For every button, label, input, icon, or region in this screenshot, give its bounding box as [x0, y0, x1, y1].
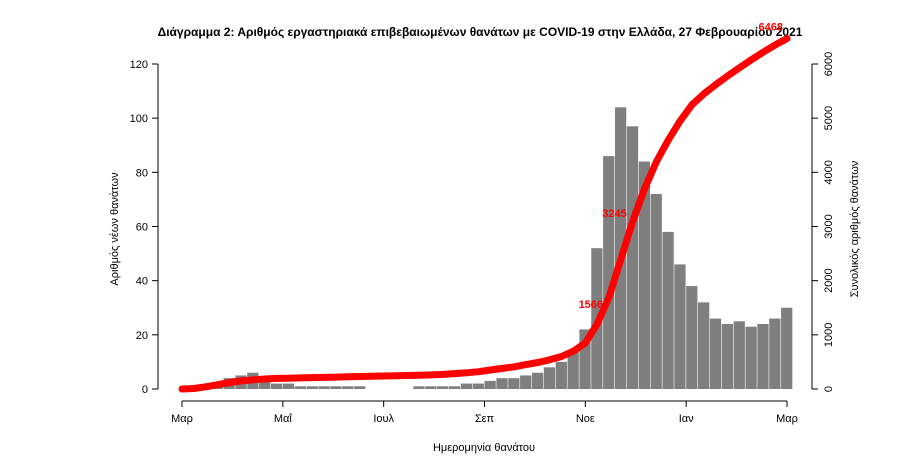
bar — [769, 318, 781, 389]
bar — [614, 107, 627, 389]
bar — [781, 307, 793, 389]
bar — [354, 386, 366, 389]
bar — [567, 351, 579, 389]
right-axis: 0 1000 2000 3000 4000 5000 6000 — [811, 52, 835, 392]
x-tick-label: Ιουλ — [373, 413, 394, 425]
bar — [745, 326, 757, 389]
bar — [508, 378, 520, 389]
bar — [709, 318, 722, 389]
cumulative-series — [178, 35, 791, 393]
bar — [413, 386, 425, 389]
bar — [460, 383, 473, 389]
bar — [437, 386, 449, 389]
left-tick-label: 0 — [142, 384, 148, 396]
x-axis: Μαρ Μαΐ Ιουλ Σεπ Νοε Ιαν Μαρ — [171, 400, 798, 425]
bar — [270, 383, 283, 389]
bar — [520, 375, 532, 389]
left-tick-label: 40 — [136, 276, 148, 288]
x-tick-label: Σεπ — [475, 413, 495, 425]
y-axis-label: Αριθμός νέων θανάτων — [109, 172, 121, 286]
right-tick-label: 2000 — [823, 268, 835, 292]
bar — [472, 383, 484, 389]
bar — [282, 383, 295, 389]
bar — [674, 264, 686, 389]
left-tick-label: 120 — [130, 59, 148, 71]
right-tick-label: 5000 — [823, 106, 835, 130]
bar — [579, 329, 591, 389]
x-tick-label: Μαρ — [776, 413, 798, 425]
bar — [330, 386, 342, 389]
bar — [543, 367, 556, 389]
right-tick-label: 1000 — [823, 323, 835, 347]
bar — [603, 156, 615, 389]
bar — [733, 321, 745, 389]
bar — [318, 386, 330, 389]
x-axis-label: Ημερομηνία θανάτου — [433, 442, 535, 454]
bar-series — [199, 107, 793, 390]
bar — [448, 386, 461, 389]
bar — [259, 380, 271, 390]
right-tick-label: 6000 — [823, 52, 835, 76]
bar — [306, 386, 318, 389]
cumulative-annotation: 6468 — [759, 22, 783, 34]
cumulative-annotation: 1566 — [579, 299, 603, 311]
y2-axis-label: Συνολικός αριθμός θανάτων — [849, 160, 861, 297]
chart-title: Διάγραμμα 2: Αριθμός εργαστηριακά επιβεβ… — [158, 25, 803, 39]
bar — [425, 386, 437, 389]
bar — [650, 194, 662, 389]
x-tick-label: Νοε — [576, 413, 595, 425]
left-tick-label: 100 — [130, 113, 148, 125]
bar — [686, 286, 698, 389]
bar — [342, 386, 354, 389]
cumulative-annotation: 3245 — [602, 208, 626, 220]
left-tick-label: 20 — [136, 330, 148, 342]
right-tick-label: 3000 — [823, 214, 835, 238]
annotations: 1566 3245 6468 — [579, 22, 783, 312]
bar — [531, 372, 544, 389]
bar — [662, 231, 674, 389]
x-tick-label: Ιαν — [679, 413, 694, 425]
bar — [721, 324, 734, 389]
bar — [484, 380, 496, 390]
x-tick-label: Μαρ — [171, 413, 193, 425]
bar — [626, 126, 639, 389]
left-tick-label: 60 — [136, 222, 148, 234]
right-tick-label: 4000 — [823, 160, 835, 184]
x-tick-label: Μαΐ — [274, 413, 293, 425]
bar — [698, 302, 710, 389]
bar — [638, 161, 650, 389]
bar — [294, 386, 306, 389]
right-tick-label: 0 — [823, 386, 835, 392]
left-tick-label: 80 — [136, 167, 148, 179]
bar — [555, 361, 567, 389]
cumulative-line — [178, 35, 791, 393]
left-axis: 0 20 40 60 80 100 120 — [130, 59, 159, 396]
bar — [496, 378, 508, 389]
bar — [757, 324, 769, 389]
